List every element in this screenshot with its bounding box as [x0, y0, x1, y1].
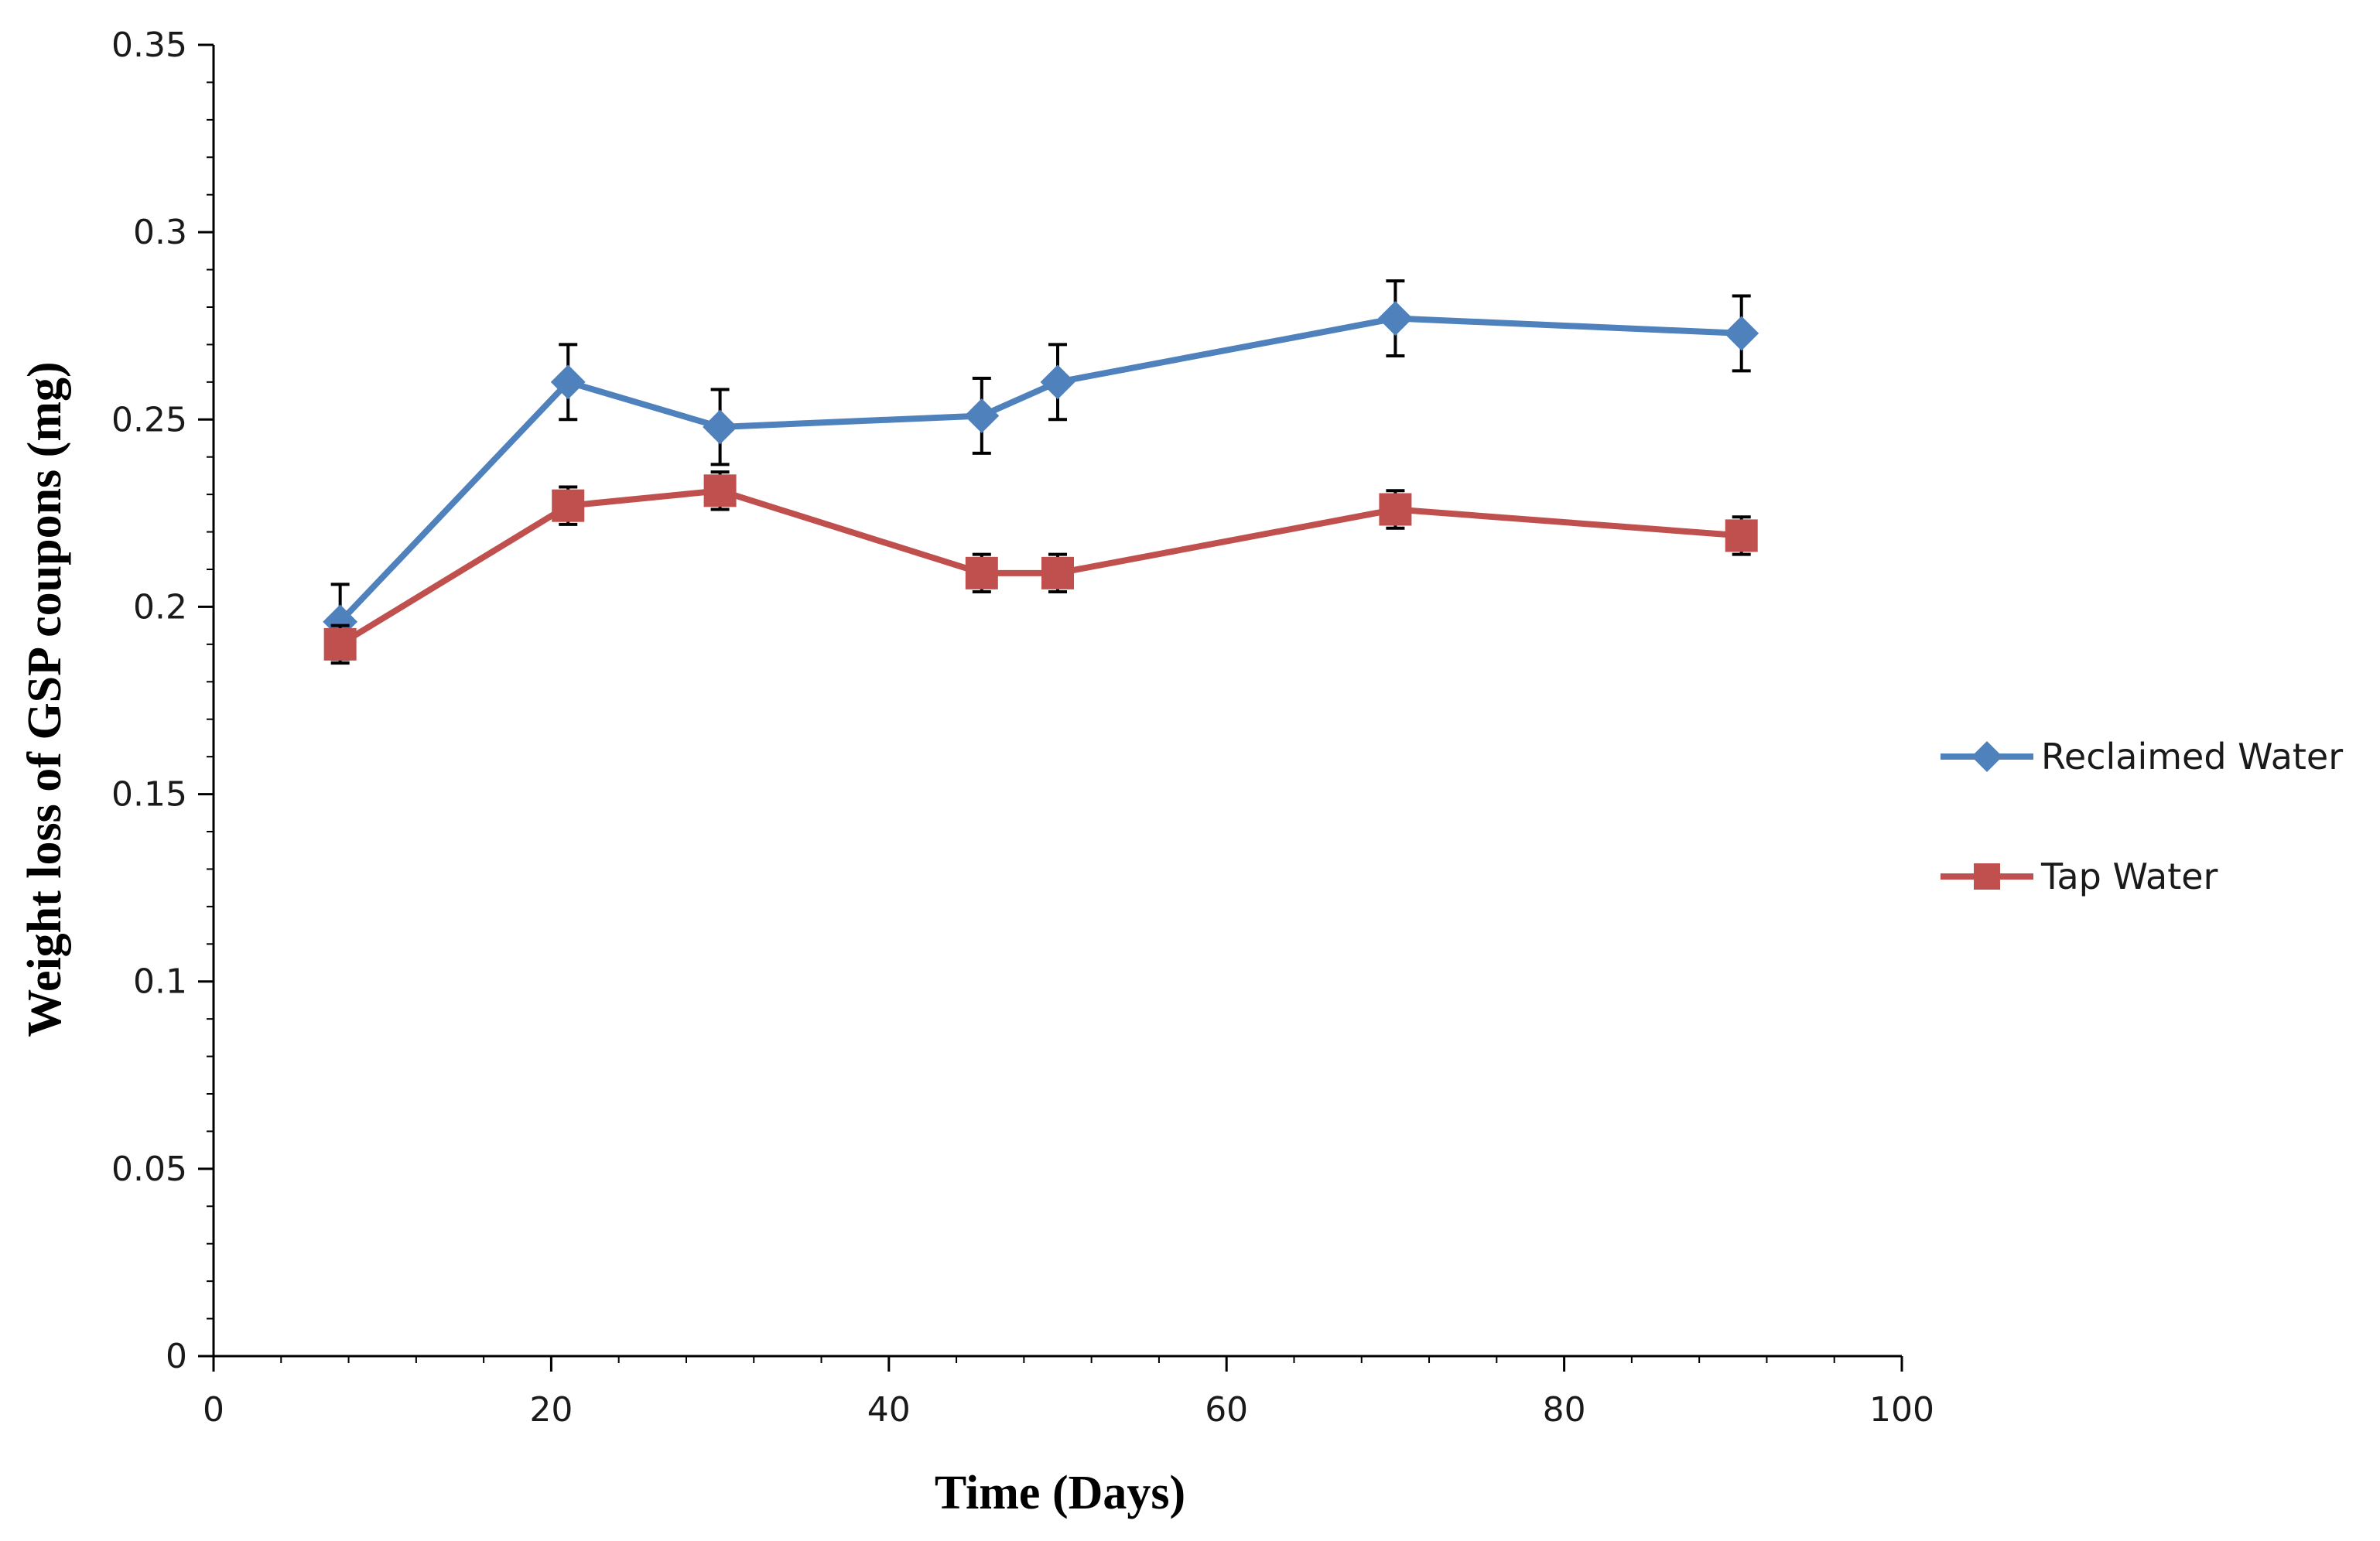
- series-line-tap-water: [338, 487, 1742, 647]
- data-point-diamond: [1724, 316, 1759, 351]
- series-reclaimed-water: [323, 279, 1759, 661]
- x-tick-label: 0: [203, 1390, 224, 1430]
- data-point-square: [1379, 493, 1412, 526]
- legend-item-reclaimed-water: Reclaimed Water: [1941, 736, 2343, 777]
- x-tick-label: 40: [867, 1390, 911, 1430]
- axes: [212, 45, 1902, 1358]
- data-point-diamond: [703, 409, 738, 445]
- data-point-square: [1041, 556, 1074, 589]
- data-point-square: [1725, 519, 1758, 552]
- y-tick-label: 0.2: [133, 587, 187, 627]
- y-tick-label: 0.25: [111, 400, 187, 439]
- x-tick-label: 20: [529, 1390, 573, 1430]
- legend-square-marker: [1974, 863, 2000, 890]
- y-tick-label: 0.05: [111, 1150, 187, 1189]
- y-tick-label: 0.15: [111, 775, 187, 815]
- data-point-square: [323, 627, 357, 661]
- x-axis-title: Time (Days): [935, 1467, 1185, 1519]
- y-tick-label: 0.1: [133, 962, 187, 1002]
- legend-diamond-marker: [1971, 741, 2002, 772]
- data-point-diamond: [550, 364, 586, 400]
- x-tick-label: 100: [1869, 1390, 1934, 1430]
- data-point-square: [965, 556, 998, 589]
- data-point-diamond: [1040, 364, 1075, 400]
- x-tick-label: 60: [1205, 1390, 1248, 1430]
- y-tick-label: 0: [166, 1337, 187, 1376]
- y-tick-label: 0.35: [111, 26, 187, 65]
- ticks: 0 0.05 0.1 0.15 0.2 0.25 0.3 0.35 0 20 40 60 80 100: [111, 26, 1934, 1430]
- legend: Reclaimed Water Tap Water: [1941, 736, 2343, 897]
- data-point-square: [552, 489, 585, 522]
- series-tap-water: [323, 470, 1758, 665]
- legend-label-reclaimed-water: Reclaimed Water: [2041, 736, 2343, 777]
- y-axis-title: Weight loss of GSP coupons (mg): [19, 361, 71, 1037]
- legend-item-tap-water: Tap Water: [1941, 856, 2218, 897]
- series-layer: [323, 279, 1759, 665]
- data-point-diamond: [964, 398, 1000, 433]
- y-tick-label: 0.3: [133, 213, 187, 252]
- x-tick-label: 80: [1543, 1390, 1586, 1430]
- legend-label-tap-water: Tap Water: [2040, 856, 2218, 897]
- data-point-diamond: [1377, 301, 1413, 336]
- series-line-reclaimed-water: [337, 315, 1742, 624]
- data-point-square: [703, 474, 737, 507]
